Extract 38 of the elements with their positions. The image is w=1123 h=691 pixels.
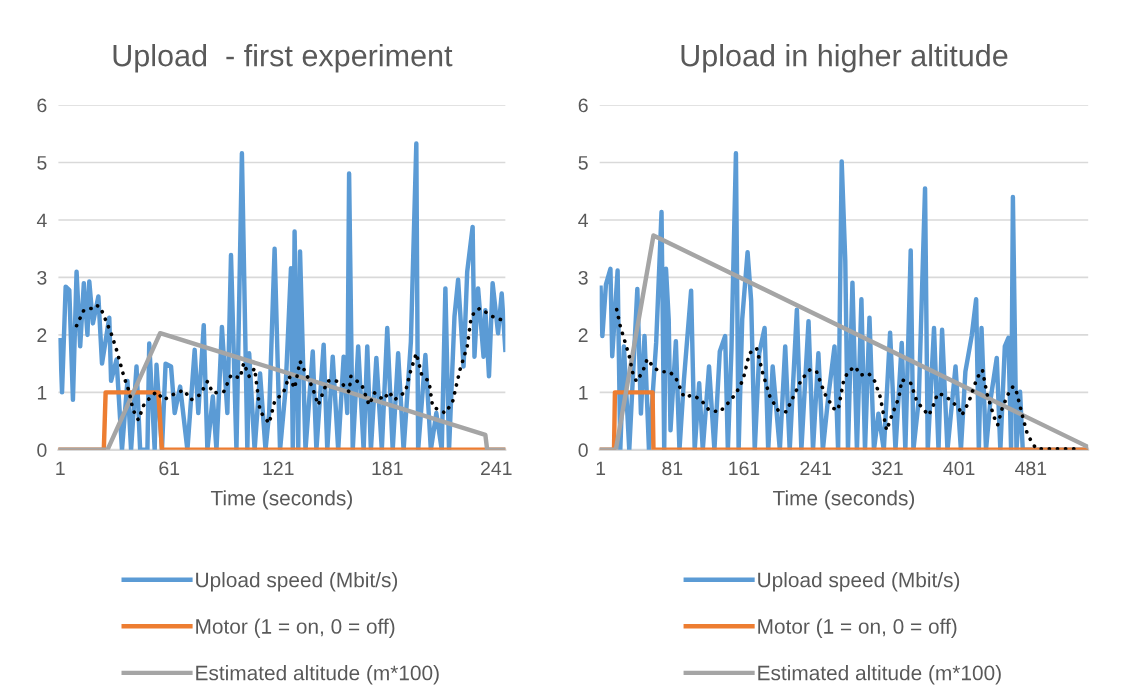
chart-title: Upload in higher altitude: [681, 44, 1008, 73]
x-tick-label: 81: [662, 461, 683, 476]
x-axis-title: Time (seconds): [210, 490, 352, 510]
y-tick-label: 3: [37, 270, 47, 285]
x-axis-title: Time (seconds): [773, 490, 915, 510]
y-tick-label: 3: [578, 270, 588, 285]
legend-label: Motor (1 = on, 0 = off): [758, 618, 957, 638]
chart-title: Upload - first experiment: [113, 44, 453, 73]
legend-label: Upload speed (Mbit/s): [196, 572, 398, 592]
y-tick-label: 1: [37, 386, 47, 400]
x-tick-label: 321: [871, 461, 903, 476]
y-tick-label: 1: [579, 386, 588, 400]
legend-label: Estimated altitude (m*100): [196, 665, 439, 685]
y-tick-label: 5: [37, 156, 47, 170]
y-tick-label: 2: [37, 328, 47, 342]
x-tick-label: 1: [56, 461, 65, 476]
x-tick-label: 121: [263, 461, 294, 476]
y-tick-label: 5: [578, 156, 588, 170]
y-tick-label: 2: [578, 328, 588, 342]
x-tick-label: 61: [159, 461, 180, 476]
x-tick-label: 481: [1015, 461, 1047, 476]
y-tick-label: 6: [37, 98, 47, 113]
x-tick-label: 161: [729, 461, 760, 476]
line-series: [58, 141, 506, 450]
x-tick-label: 241: [800, 461, 831, 476]
y-tick-label: 0: [578, 443, 588, 458]
y-tick-label: 4: [36, 213, 47, 228]
x-tick-label: 241: [481, 461, 512, 476]
legend-label: Estimated altitude (m*100): [758, 665, 1001, 685]
x-tick-label: 1: [596, 461, 606, 476]
y-tick-label: 6: [578, 98, 588, 113]
x-tick-label: 401: [943, 461, 975, 476]
y-tick-label: 4: [578, 213, 588, 228]
legend-label: Upload speed (Mbit/s): [758, 572, 960, 592]
y-tick-label: 0: [37, 443, 47, 458]
line-series: [74, 303, 504, 426]
x-tick-label: 181: [372, 461, 403, 476]
legend-label: Motor (1 = on, 0 = off): [196, 618, 395, 638]
